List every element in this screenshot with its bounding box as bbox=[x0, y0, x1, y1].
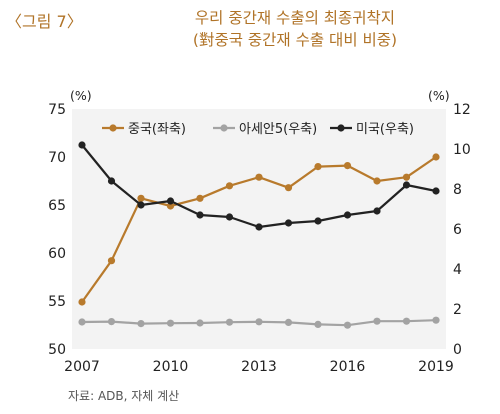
data-point-china bbox=[314, 163, 322, 171]
legend-swatch-marker-usa bbox=[337, 124, 345, 132]
data-point-asean5 bbox=[432, 316, 440, 324]
data-point-asean5 bbox=[166, 319, 175, 327]
left-axis-tick-label: 60 bbox=[48, 246, 66, 262]
chart-subtitle: (對중국 중간재 수출 대비 비중) bbox=[192, 31, 398, 49]
data-point-china bbox=[225, 182, 234, 190]
data-point-asean5 bbox=[78, 318, 86, 326]
data-point-usa bbox=[314, 217, 322, 225]
right-axis-tick-label: 4 bbox=[453, 262, 462, 278]
x-axis-tick-label: 2013 bbox=[241, 359, 277, 375]
right-axis-unit: (%) bbox=[428, 88, 450, 103]
x-axis-tick-label: 2007 bbox=[64, 359, 100, 375]
data-point-usa bbox=[137, 201, 145, 209]
data-point-china bbox=[343, 162, 352, 170]
data-point-usa bbox=[402, 181, 411, 189]
data-point-usa bbox=[107, 177, 116, 185]
figure-number: 〈그림 7〉 bbox=[6, 12, 83, 31]
data-point-china bbox=[166, 202, 175, 210]
left-axis-tick-label: 50 bbox=[48, 342, 66, 358]
data-point-usa bbox=[432, 187, 440, 195]
chart-title: 우리 중간재 수출의 최종귀착지 bbox=[194, 9, 396, 27]
right-axis-tick-label: 2 bbox=[453, 302, 462, 318]
data-point-usa bbox=[343, 211, 352, 219]
right-axis-tick-label: 12 bbox=[453, 102, 471, 118]
data-point-asean5 bbox=[402, 317, 411, 325]
data-point-china bbox=[137, 194, 145, 202]
left-axis-unit: (%) bbox=[70, 88, 92, 103]
data-point-asean5 bbox=[137, 320, 145, 328]
data-point-china bbox=[107, 257, 116, 265]
data-point-asean5 bbox=[373, 317, 381, 325]
data-point-asean5 bbox=[225, 318, 234, 326]
data-point-usa bbox=[373, 207, 381, 215]
data-point-china bbox=[78, 298, 86, 306]
legend-swatch-marker-china bbox=[109, 124, 117, 132]
data-point-china bbox=[255, 173, 263, 181]
data-point-china bbox=[402, 173, 411, 181]
legend-label-asean5: 아세안5(우축) bbox=[239, 122, 317, 137]
data-point-usa bbox=[255, 223, 263, 231]
data-point-usa bbox=[166, 197, 175, 205]
data-point-usa bbox=[196, 211, 204, 219]
left-axis-tick-label: 70 bbox=[48, 150, 66, 166]
right-axis-tick-label: 6 bbox=[453, 222, 462, 238]
legend-swatch-marker-asean5 bbox=[220, 124, 228, 132]
left-axis-tick-label: 55 bbox=[48, 294, 66, 310]
right-axis-tick-label: 8 bbox=[453, 182, 462, 198]
left-axis-tick-label: 75 bbox=[48, 102, 66, 118]
data-point-asean5 bbox=[314, 320, 322, 328]
source-note: 자료: ADB, 자체 계산 bbox=[68, 389, 180, 403]
data-point-china bbox=[284, 184, 293, 192]
data-point-asean5 bbox=[196, 319, 204, 327]
data-point-usa bbox=[78, 141, 86, 149]
right-axis-tick-label: 0 bbox=[453, 342, 462, 358]
legend-label-china: 중국(좌축) bbox=[128, 122, 186, 137]
right-axis-tick-label: 10 bbox=[453, 142, 471, 158]
data-point-china bbox=[373, 177, 381, 185]
data-point-asean5 bbox=[284, 318, 293, 326]
data-point-asean5 bbox=[107, 318, 116, 326]
data-point-usa bbox=[225, 213, 234, 221]
legend-label-usa: 미국(우축) bbox=[356, 122, 414, 137]
data-point-china bbox=[432, 153, 440, 161]
data-point-china bbox=[196, 194, 204, 202]
data-point-asean5 bbox=[343, 321, 352, 329]
x-axis-tick-label: 2010 bbox=[153, 359, 189, 375]
data-point-usa bbox=[284, 219, 293, 227]
data-point-asean5 bbox=[255, 318, 263, 326]
x-axis-tick-label: 2019 bbox=[418, 359, 454, 375]
x-axis-tick-label: 2016 bbox=[330, 359, 366, 375]
left-axis-tick-label: 65 bbox=[48, 198, 66, 214]
